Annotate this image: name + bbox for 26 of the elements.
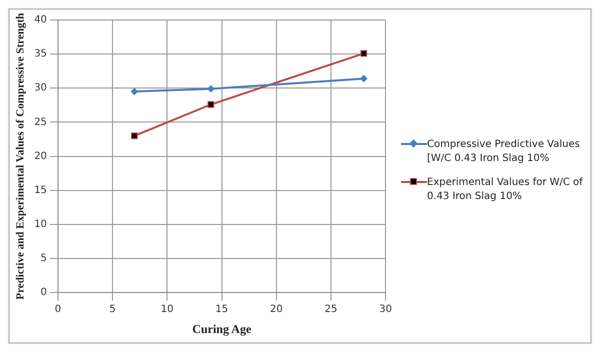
x-tick-label: 10 <box>160 304 174 316</box>
legend-label: Compressive Predictive Values [W/C 0.43 Iron Slag 10% <box>427 138 581 166</box>
x-tick-label: 5 <box>109 304 116 316</box>
point <box>131 132 138 140</box>
y-tick-label: 5 <box>40 253 47 264</box>
x-tick-label: 15 <box>215 304 228 316</box>
point <box>360 75 368 82</box>
x-axis-title: Curing Age <box>192 322 252 336</box>
y-tick-label: 40 <box>34 14 47 26</box>
point <box>208 101 214 108</box>
y-tick-label: 30 <box>34 82 47 94</box>
legend-label: Experimental Values for W/C of 0.43 Iron Slag 10% <box>427 176 584 204</box>
point <box>130 88 138 96</box>
point <box>360 50 368 57</box>
y-tick-label: 0 <box>40 287 47 298</box>
x-tick-label: 0 <box>54 304 62 316</box>
x-tick-label: 30 <box>379 304 392 316</box>
y-axis-title: Predictive and Experimental Values of Compressive Strength <box>14 12 26 300</box>
y-tick-label: 35 <box>34 48 47 60</box>
y-tick-label: 10 <box>34 219 47 230</box>
y-tick-label: 25 <box>34 116 47 128</box>
x-tick-label: 20 <box>270 304 283 316</box>
point <box>207 85 214 92</box>
y-tick-label: 15 <box>34 184 47 196</box>
y-tick-label: 20 <box>34 150 47 162</box>
x-tick-label: 25 <box>324 304 338 316</box>
